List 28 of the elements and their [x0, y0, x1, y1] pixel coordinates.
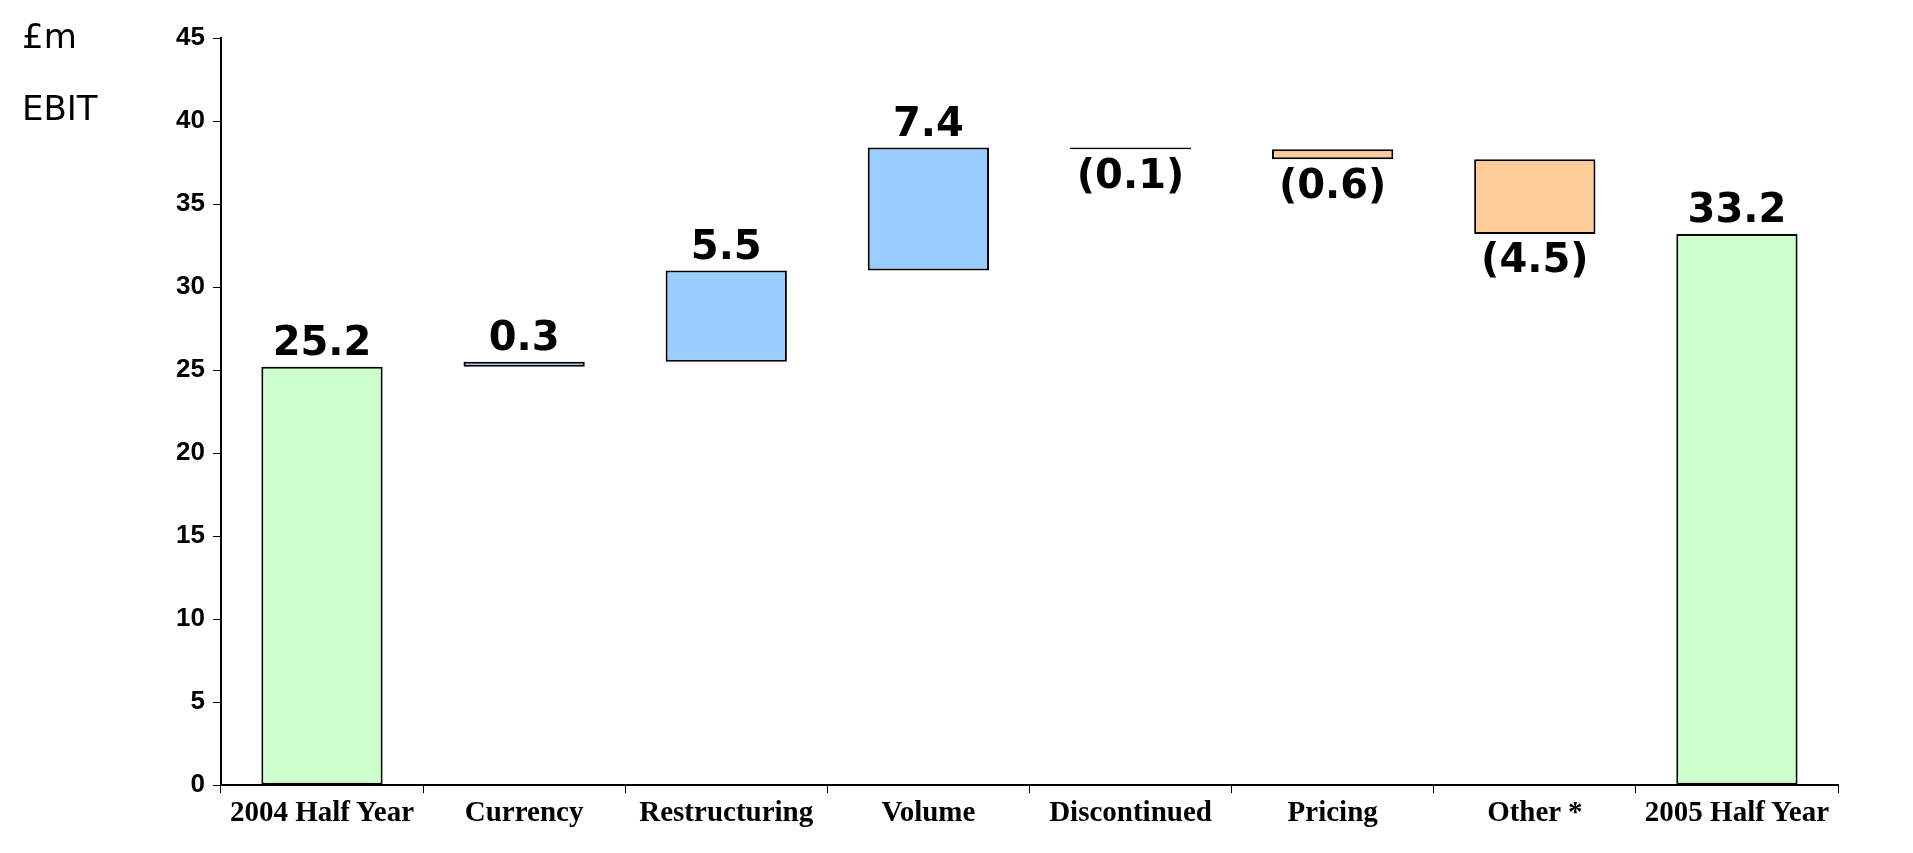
x-tick-label: Volume	[881, 795, 976, 828]
x-tick-label: Pricing	[1287, 795, 1379, 828]
y-tick-label: 15	[176, 519, 205, 550]
data-label: 7.4	[892, 98, 964, 145]
y-tick-label: 5	[190, 685, 205, 716]
y-tick-label: 45	[176, 21, 205, 52]
x-tick-label: 2004 Half Year	[229, 795, 415, 828]
x-tick-label: Currency	[464, 795, 584, 828]
y-tick-label: 30	[176, 270, 205, 301]
y-tick-label: 25	[176, 353, 205, 384]
x-tick-label: Discontinued	[1049, 795, 1212, 828]
data-label: 25.2	[272, 318, 372, 365]
data-label: 33.2	[1687, 185, 1787, 232]
x-tick-label: Restructuring	[639, 795, 814, 828]
y-tick-label: 10	[176, 602, 205, 633]
data-label: (0.6)	[1278, 160, 1387, 207]
data-label: (4.5)	[1481, 235, 1589, 282]
y-tick-label: 35	[176, 187, 205, 218]
x-tick-label: Other *	[1487, 795, 1583, 828]
data-label: 0.3	[488, 313, 560, 360]
x-tick-label: 2005 Half Year	[1644, 795, 1830, 828]
data-label: 5.5	[690, 221, 762, 268]
y-axis-title: £m	[22, 16, 77, 56]
y-tick-label: 40	[176, 104, 205, 135]
text: EBIT	[22, 88, 98, 128]
data-label: (0.1)	[1076, 150, 1185, 197]
y-tick-label: 0	[190, 768, 205, 799]
y-tick-label: 20	[176, 436, 205, 467]
